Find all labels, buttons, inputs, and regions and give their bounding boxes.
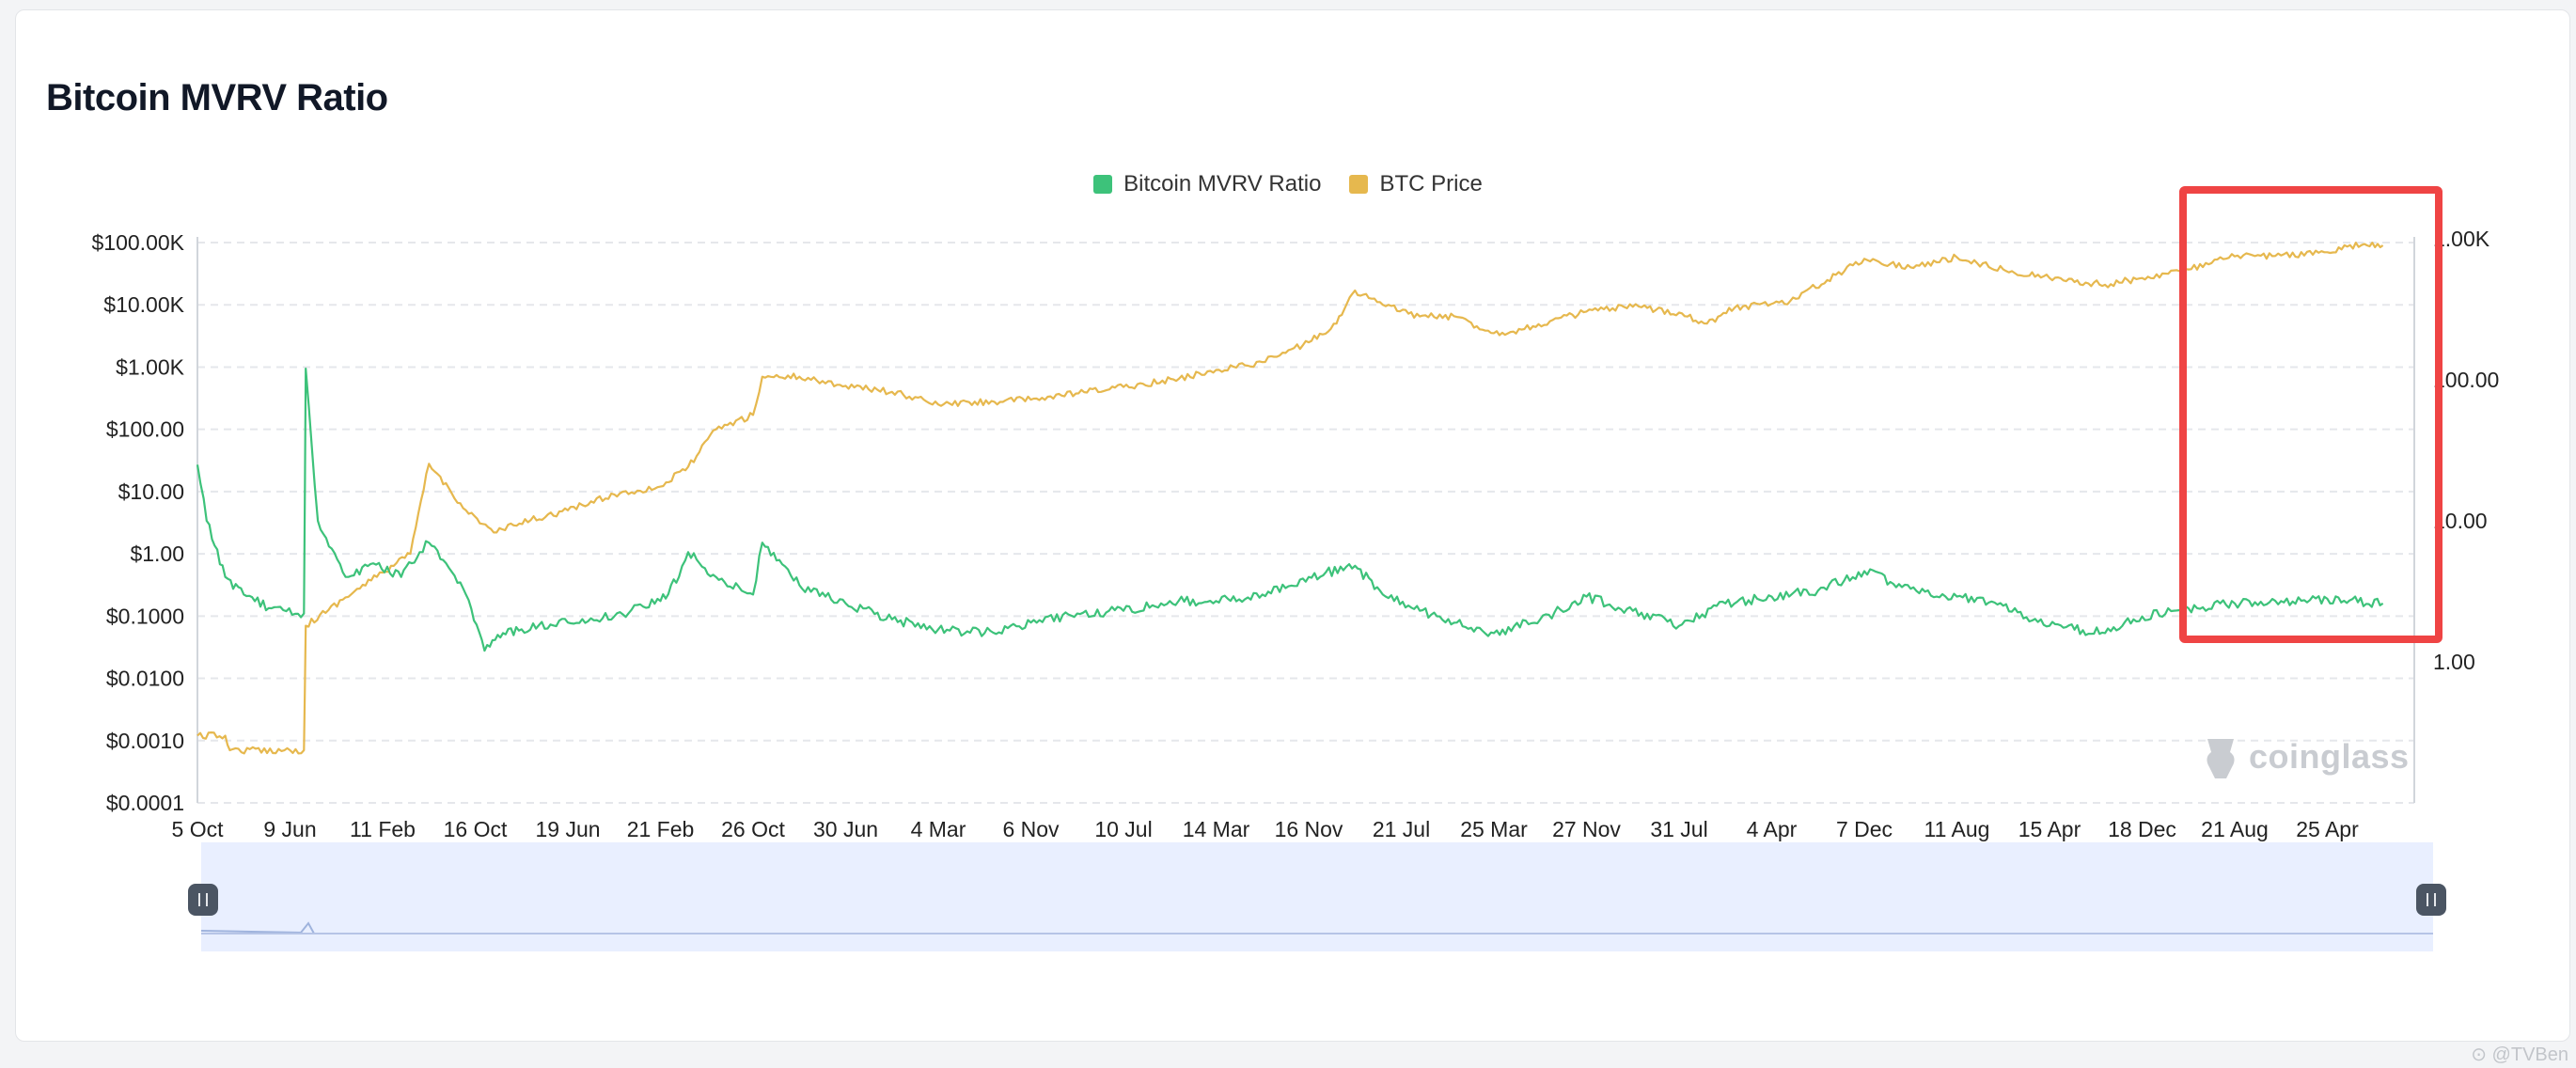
left-y-tick-label: $10.00	[118, 479, 184, 504]
chart-legend: Bitcoin MVRV Ratio BTC Price	[0, 171, 2576, 197]
left-y-tick-label: $1.00	[130, 542, 184, 566]
series-group	[196, 242, 2384, 755]
x-tick-label: 26 Oct	[721, 817, 785, 841]
left-y-tick-label: $0.0100	[106, 667, 184, 691]
x-tick-label: 25 Mar	[1460, 817, 1528, 841]
x-tick-label: 27 Nov	[1552, 817, 1621, 841]
x-tick-label: 16 Oct	[444, 817, 508, 841]
x-tick-label: 30 Jun	[813, 817, 878, 841]
navigator-background	[201, 842, 2433, 951]
corner-watermark: ⊙ @TVBen	[2471, 1044, 2568, 1065]
x-tick-label: 6 Nov	[1002, 817, 1060, 841]
mvrv-ratio-line	[196, 368, 2384, 652]
handle-grip	[2416, 884, 2446, 916]
x-tick-label: 4 Mar	[911, 817, 966, 841]
legend-item-mvrv[interactable]: Bitcoin MVRV Ratio	[1093, 171, 1321, 197]
range-navigator[interactable]	[188, 842, 2446, 951]
legend-swatch-price	[1349, 175, 1369, 194]
x-tick-label: 31 Jul	[1650, 817, 1707, 841]
x-tick-label: 7 Dec	[1836, 817, 1893, 841]
x-tick-label: 11 Feb	[350, 817, 416, 841]
handle-grip	[188, 884, 218, 916]
x-tick-label: 11 Aug	[1924, 817, 1990, 841]
highlight-box	[2179, 186, 2442, 643]
left-y-tick-label: $0.1000	[106, 604, 184, 628]
x-tick-label: 14 Mar	[1183, 817, 1250, 841]
left-y-tick-label: $1.00K	[116, 354, 185, 379]
legend-item-price[interactable]: BTC Price	[1349, 171, 1483, 197]
right-y-tick-label: 100.00	[2433, 368, 2499, 392]
x-tick-label: 19 Jun	[535, 817, 600, 841]
left-y-tick-label: $100.00K	[92, 230, 185, 255]
navigator-handle-left[interactable]	[188, 884, 218, 916]
x-tick-label: 21 Feb	[627, 817, 695, 841]
legend-label-price: BTC Price	[1379, 171, 1483, 196]
x-tick-label: 15 Apr	[2018, 817, 2081, 841]
left-y-tick-label: $0.0010	[106, 729, 184, 753]
x-tick-label: 10 Jul	[1094, 817, 1152, 841]
coinglass-watermark: coinglass	[2200, 733, 2410, 780]
navigator-handle-right[interactable]	[2416, 884, 2446, 916]
x-tick-label: 16 Nov	[1275, 817, 1343, 841]
x-tick-label: 25 Apr	[2296, 817, 2359, 841]
legend-label-mvrv: Bitcoin MVRV Ratio	[1123, 171, 1322, 196]
x-axis: 5 Oct 9 Jun 11 Feb 16 Oct 19 Jun 21 Feb 26 Oct…	[172, 817, 2360, 841]
x-tick-label: 21 Jul	[1373, 817, 1430, 841]
watermark-text: coinglass	[2249, 737, 2410, 776]
x-tick-label: 9 Jun	[263, 817, 316, 841]
left-y-tick-label: $10.00K	[103, 292, 184, 317]
left-y-tick-label: $0.0001	[106, 791, 184, 815]
page-title: Bitcoin MVRV Ratio	[46, 77, 388, 118]
right-y-tick-label: 1.00K	[2433, 227, 2490, 251]
left-y-axis: $100.00K $10.00K $1.00K $100.00 $10.00 $1.00 $…	[92, 230, 185, 815]
left-y-tick-label: $100.00	[106, 417, 184, 442]
btc-price-line	[196, 242, 2384, 755]
x-tick-label: 18 Dec	[2108, 817, 2176, 841]
gridlines	[196, 237, 2415, 804]
x-tick-label: 21 Aug	[2201, 817, 2269, 841]
x-tick-label: 4 Apr	[1747, 817, 1798, 841]
coinglass-logo-icon	[2207, 739, 2235, 778]
legend-swatch-mvrv	[1093, 175, 1113, 194]
x-tick-label: 5 Oct	[172, 817, 225, 841]
right-y-tick-label: 1.00	[2433, 650, 2475, 674]
